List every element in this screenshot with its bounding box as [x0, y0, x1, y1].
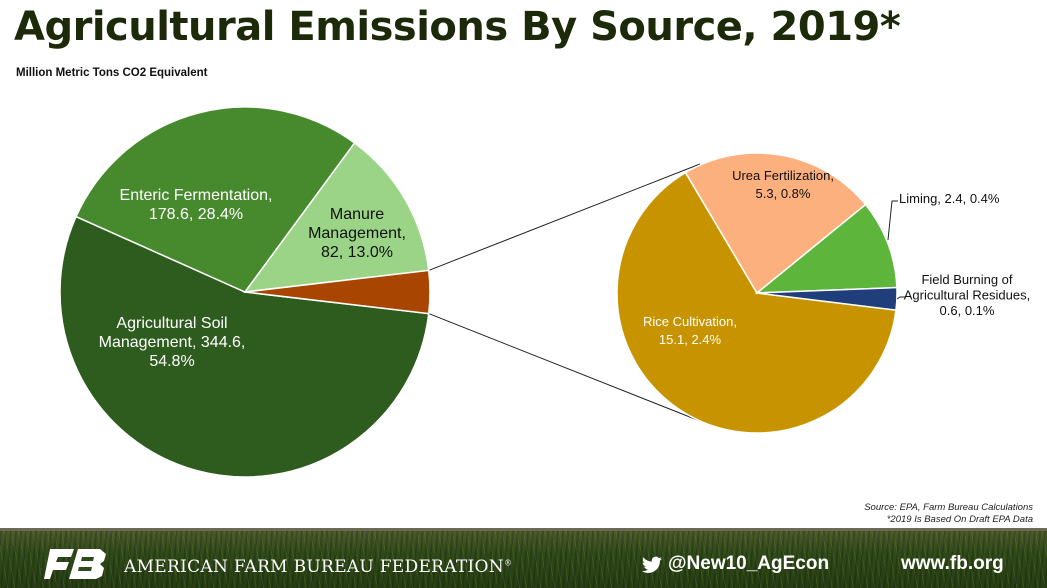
label-urea-fertilization-line: 5.3, 0.8%: [756, 186, 811, 201]
main-slice-manure-management: [243, 141, 430, 293]
org-name-text: AMERICAN FARM BUREAU FEDERATION: [124, 557, 504, 577]
label-agricultural-soil-management: Agricultural Soil Management, 344.6, 54.8%: [99, 315, 246, 370]
label-manure-management-line: 82, 13.0%: [321, 244, 393, 261]
leader-line-liming: [887, 200, 898, 241]
main-pie: [59, 106, 431, 478]
label-liming-line: Liming, 2.4, 0.4%: [899, 191, 1000, 206]
footnote-text: *2019 Is Based On Draft EPA Data: [886, 514, 1033, 525]
label-rice-cultivation-line: Rice Cultivation,: [643, 314, 737, 329]
sub-slice-liming: [754, 203, 898, 294]
label-field-burning-of-agricultural-residues: Field Burning of Agricultural Residues, 0.…: [904, 272, 1030, 318]
footer-bar: AMERICAN FARM BUREAU FEDERATION® @New10_…: [0, 528, 1047, 588]
chart-title: Agricultural Emissions By Source, 2019*: [14, 4, 901, 50]
connector-line-bottom: [428, 313, 706, 424]
twitter-bird-icon: [642, 556, 662, 573]
leader-line-field-burning: [896, 296, 905, 300]
label-enteric-fermentation-line: 178.6, 28.4%: [149, 206, 243, 223]
sub-slice-urea-fertilization: [684, 152, 867, 295]
source-note: Source: EPA, Farm Bureau Calculations *2…: [864, 502, 1033, 526]
label-manure-management-line: Manure: [330, 206, 384, 223]
label-field-burning-of-agricultural-residues-line: Agricultural Residues,: [904, 288, 1030, 303]
fb-logo-icon: [44, 549, 106, 579]
sub-slice-field-burning-of-agricultural-residues: [756, 286, 898, 311]
connector-lines: [428, 163, 706, 424]
label-agricultural-soil-management-line: Management, 344.6,: [99, 334, 246, 351]
org-name: AMERICAN FARM BUREAU FEDERATION®: [124, 557, 512, 577]
sub-slice-rice-cultivation: [616, 171, 897, 434]
source-text: Source: EPA, Farm Bureau Calculations: [864, 502, 1033, 513]
sub-pie: [616, 152, 898, 434]
label-field-burning-of-agricultural-residues-line: 0.6, 0.1%: [940, 303, 995, 318]
label-enteric-fermentation: Enteric Fermentation, 178.6, 28.4%: [120, 187, 273, 223]
label-urea-fertilization-line: Urea Fertilization,: [732, 168, 834, 183]
connector-line-top: [428, 163, 701, 271]
label-enteric-fermentation-line: Enteric Fermentation,: [120, 187, 273, 204]
label-rice-cultivation-line: 15.1, 2.4%: [659, 332, 722, 347]
website-link[interactable]: www.fb.org: [901, 553, 1004, 574]
label-manure-management-line: Management,: [308, 225, 406, 242]
main-slice-enteric-fermentation: [75, 106, 356, 293]
pie-of-pie-chart: Agricultural Soil Management, 344.6, 54.8%…: [59, 106, 1031, 478]
chart-subtitle: Million Metric Tons CO2 Equivalent: [16, 67, 208, 79]
main-slice-other: [244, 269, 431, 315]
label-manure-management: Manure Management, 82, 13.0%: [308, 206, 406, 261]
twitter-handle-link[interactable]: @New10_AgEcon: [668, 553, 830, 574]
label-agricultural-soil-management-line: Agricultural Soil: [116, 315, 227, 332]
main-slice-agricultural-soil-management: [59, 215, 430, 478]
label-liming: Liming, 2.4, 0.4%: [899, 191, 1000, 206]
data-labels: Agricultural Soil Management, 344.6, 54.8%…: [99, 168, 1031, 370]
label-rice-cultivation: Rice Cultivation, 15.1, 2.4%: [643, 314, 737, 347]
registered-mark: ®: [503, 558, 513, 568]
label-field-burning-of-agricultural-residues-line: Field Burning of: [921, 272, 1012, 287]
label-urea-fertilization: Urea Fertilization, 5.3, 0.8%: [732, 168, 834, 201]
label-agricultural-soil-management-line: 54.8%: [149, 353, 194, 370]
